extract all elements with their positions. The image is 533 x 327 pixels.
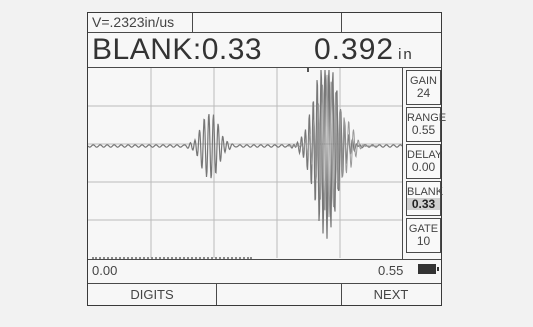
menu-item-range[interactable]: RANGE 0.55 bbox=[406, 107, 447, 142]
divider bbox=[192, 13, 193, 32]
divider bbox=[402, 67, 403, 259]
waveform-grid bbox=[88, 68, 403, 258]
divider bbox=[88, 67, 441, 68]
menu-item-gate[interactable]: GATE 10 bbox=[406, 218, 441, 253]
battery-icon bbox=[418, 264, 439, 274]
range-end: 0.55 bbox=[378, 263, 404, 278]
blank-region-indicator bbox=[92, 257, 252, 262]
menu-item-label: GAIN bbox=[410, 75, 437, 87]
waveform-svg bbox=[88, 68, 403, 258]
waveform-plot bbox=[88, 68, 403, 258]
divider bbox=[88, 259, 441, 260]
waveform-trace-echo bbox=[288, 74, 378, 218]
divider bbox=[88, 32, 441, 33]
thickness-value: 0.392 bbox=[314, 33, 395, 66]
menu-item-value: 0.33 bbox=[407, 198, 440, 210]
range-start: 0.00 bbox=[92, 263, 118, 278]
blank-readout: BLANK:0.33 bbox=[92, 33, 263, 66]
menu-item-value: 24 bbox=[416, 86, 431, 100]
menu-item-blank[interactable]: BLANK 0.33 bbox=[406, 181, 444, 216]
divider bbox=[341, 283, 342, 305]
thickness-readout: 0.392 in bbox=[314, 34, 414, 66]
softkey-digits[interactable]: DIGITS bbox=[130, 287, 174, 302]
menu-item-label: DELAY bbox=[407, 149, 443, 161]
menu-item-value: 0.00 bbox=[411, 160, 436, 174]
divider bbox=[341, 13, 342, 32]
menu-item-delay[interactable]: DELAY 0.00 bbox=[406, 144, 443, 179]
thickness-unit: in bbox=[398, 46, 414, 63]
menu-item-value: 10 bbox=[416, 234, 431, 248]
velocity-readout: V=.2323in/us bbox=[92, 14, 175, 30]
divider bbox=[216, 283, 217, 305]
menu-item-label: BLANK bbox=[407, 186, 444, 198]
menu-item-gain[interactable]: GAIN 24 bbox=[406, 70, 441, 105]
softkey-next[interactable]: NEXT bbox=[373, 287, 409, 302]
menu-item-label: GATE bbox=[408, 223, 439, 235]
divider bbox=[88, 283, 441, 284]
menu-item-label: RANGE bbox=[407, 112, 447, 124]
parameter-menu: GAIN 24 RANGE 0.55 DELAY 0.00 BLANK 0.33… bbox=[404, 68, 447, 258]
menu-item-value: 0.55 bbox=[411, 123, 436, 137]
ultrasonic-display: V=.2323in/us BLANK:0.33 0.392 in GAIN 24 … bbox=[87, 12, 447, 306]
